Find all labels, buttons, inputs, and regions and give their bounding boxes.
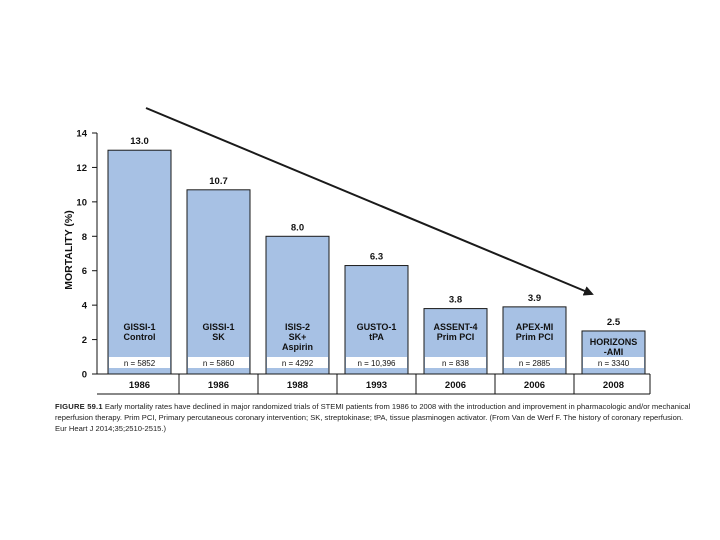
x-year-label: 1988 [287,380,308,391]
n-label-bg [267,357,328,368]
bar-n-label: n = 5852 [124,359,156,368]
y-tick-label: 8 [82,232,87,243]
y-tick-label: 6 [82,266,87,277]
bar-value-label: 8.0 [291,222,304,233]
x-year-label: 1986 [208,380,229,391]
bar [265,235,330,375]
y-tick-label: 0 [82,370,87,381]
bar-value-label: 10.7 [209,176,228,187]
n-label-bg [346,357,407,368]
bar-value-label: 13.0 [130,136,149,147]
x-year-label: 2006 [445,380,466,391]
x-year-label: 2006 [524,380,545,391]
figure-label: FIGURE 59.1 [55,402,103,411]
x-year-label: 1986 [129,380,150,391]
bar [344,265,409,375]
bar-value-label: 6.3 [370,252,383,263]
bar-trial-label: APEX-MI [516,322,554,332]
y-tick-label: 4 [82,301,88,312]
bar [186,189,251,375]
x-year-label: 2008 [603,380,624,391]
bar-trial-label: GISSI-1 [202,322,234,332]
bar-trial-label: SK+ [289,332,307,342]
bar-value-label: 2.5 [607,317,621,328]
bar-trial-label: HORIZONS [590,337,638,347]
bar-trial-label: Aspirin [282,342,313,352]
x-year-label: 1993 [366,380,387,391]
y-tick-label: 10 [76,197,87,208]
bar-trial-label: ASSENT-4 [433,322,477,332]
y-tick-label: 14 [76,129,87,140]
n-label-bg [504,357,565,368]
bar-n-label: n = 3340 [598,359,630,368]
bar-trial-label: Prim PCI [516,332,554,342]
bar-trial-label: SK [212,332,225,342]
y-axis-label: MORTALITY (%) [63,210,75,290]
bar [107,149,172,375]
trend-arrow [145,107,594,296]
bar-n-label: n = 838 [442,359,469,368]
bar-n-label: n = 10,396 [357,359,396,368]
bar-trial-label: GUSTO-1 [357,322,397,332]
figure-caption: FIGURE 59.1 Early mortality rates have d… [55,401,695,434]
bar-trial-label: tPA [369,332,384,342]
n-label-bg [188,357,249,368]
y-tick-label: 2 [82,335,87,346]
bar-trial-label: ISIS-2 [285,322,310,332]
bar-value-label: 3.9 [528,293,541,304]
bar-n-label: n = 4292 [282,359,314,368]
bar-trial-label: Prim PCI [437,332,475,342]
n-label-bg [425,357,486,368]
n-label-bg [109,357,170,368]
n-label-bg [583,357,644,368]
caption-text: Early mortality rates have declined in m… [55,402,691,433]
bar-value-label: 3.8 [449,295,462,306]
bar-n-label: n = 5860 [203,359,235,368]
bar-n-label: n = 2885 [519,359,551,368]
bar-trial-label: -AMI [604,347,624,357]
bar-trial-label: Control [124,332,156,342]
bar-trial-label: GISSI-1 [123,322,155,332]
y-tick-label: 12 [76,163,87,174]
